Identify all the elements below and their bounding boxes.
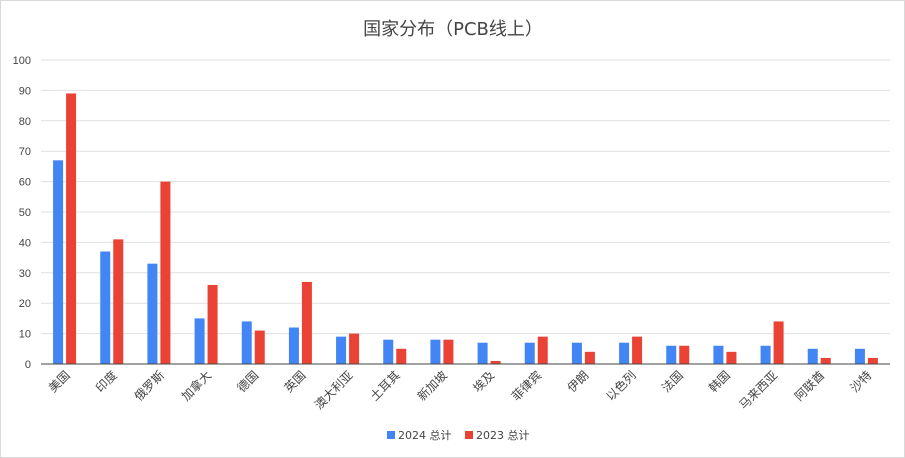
x-category-label: 埃及 — [470, 368, 497, 395]
bar-2023 — [443, 339, 454, 364]
bar-2024 — [524, 342, 535, 364]
bar-2024 — [147, 263, 158, 364]
bar-2024 — [241, 321, 252, 364]
bar-2024 — [288, 327, 299, 364]
bar-2024 — [53, 160, 64, 364]
x-category-label: 印度 — [92, 368, 120, 396]
y-tick-label: 10 — [19, 329, 31, 341]
x-category-label: 马来西亚 — [736, 368, 780, 412]
bar-2023 — [726, 351, 737, 364]
bar-2023 — [584, 351, 595, 364]
y-axis-ticks: 0 10 20 30 40 50 60 70 80 90 100 — [13, 55, 31, 371]
bar-2023 — [490, 360, 501, 364]
y-tick-label: 20 — [19, 298, 31, 310]
bar-2023 — [113, 239, 124, 364]
legend: 2024 总计 2023 总计 — [387, 428, 530, 442]
bar-2023 — [349, 333, 360, 364]
y-tick-label: 0 — [25, 359, 31, 371]
y-tick-label: 30 — [19, 268, 31, 280]
bars — [53, 93, 878, 364]
bar-2024 — [854, 348, 865, 364]
bar-2023 — [301, 281, 312, 364]
bar-2023 — [537, 336, 548, 364]
y-tick-label: 100 — [13, 55, 31, 67]
x-category-label: 加拿大 — [178, 368, 214, 404]
bar-2023 — [773, 321, 784, 364]
bar-2024 — [760, 345, 771, 364]
bar-2023 — [632, 336, 643, 364]
bar-2023 — [820, 357, 831, 364]
x-category-label: 新加坡 — [414, 368, 450, 404]
bar-2024 — [430, 339, 441, 364]
x-category-label: 美国 — [46, 368, 73, 395]
x-category-label: 以色列 — [603, 368, 638, 403]
chart-title: 国家分布（PCB线上） — [363, 19, 543, 40]
y-tick-label: 60 — [19, 177, 31, 189]
x-category-label: 法国 — [659, 368, 686, 395]
legend-label: 2023 总计 — [476, 428, 530, 442]
bar-2024 — [807, 348, 818, 364]
y-tick-label: 40 — [19, 237, 31, 249]
bar-2023 — [396, 348, 407, 364]
x-category-label: 沙特 — [847, 368, 875, 396]
bar-2024 — [477, 342, 488, 364]
bar-2023 — [207, 284, 218, 364]
x-category-label: 韩国 — [705, 368, 733, 396]
bar-2024 — [713, 345, 724, 364]
x-category-label: 俄罗斯 — [132, 368, 167, 403]
bar-2023 — [160, 181, 171, 364]
x-category-label: 阿联酋 — [791, 368, 827, 404]
bar-2024 — [336, 336, 347, 364]
bar-2024 — [666, 345, 677, 364]
bar-2024 — [619, 342, 630, 364]
bar-2023 — [66, 93, 77, 364]
x-category-label: 伊朗 — [565, 368, 592, 395]
bar-2023 — [679, 345, 690, 364]
y-tick-label: 80 — [19, 116, 31, 128]
legend-label: 2024 总计 — [398, 428, 452, 442]
legend-swatch — [387, 431, 395, 439]
bar-2024 — [571, 342, 582, 364]
bar-2024 — [383, 339, 394, 364]
x-axis-categories: 美国 印度 俄罗斯 加拿大 德国 英国 澳大利亚 土耳其 新加坡 埃及 菲律宾 伊朗 以色列 法国 韩国 马来… — [46, 368, 875, 413]
x-category-label: 英国 — [282, 368, 309, 395]
x-category-label: 土耳其 — [368, 368, 403, 403]
y-tick-label: 50 — [19, 207, 31, 219]
bar-2023 — [254, 330, 265, 364]
y-tick-label: 70 — [19, 146, 31, 158]
gridlines — [41, 59, 890, 335]
bar-2024 — [194, 318, 205, 364]
legend-swatch — [465, 431, 473, 439]
bar-2023 — [867, 357, 878, 364]
bar-2024 — [100, 251, 111, 364]
x-category-label: 菲律宾 — [508, 368, 544, 404]
x-category-label: 澳大利亚 — [312, 368, 356, 412]
y-tick-label: 90 — [19, 85, 31, 97]
x-category-label: 德国 — [234, 368, 262, 396]
